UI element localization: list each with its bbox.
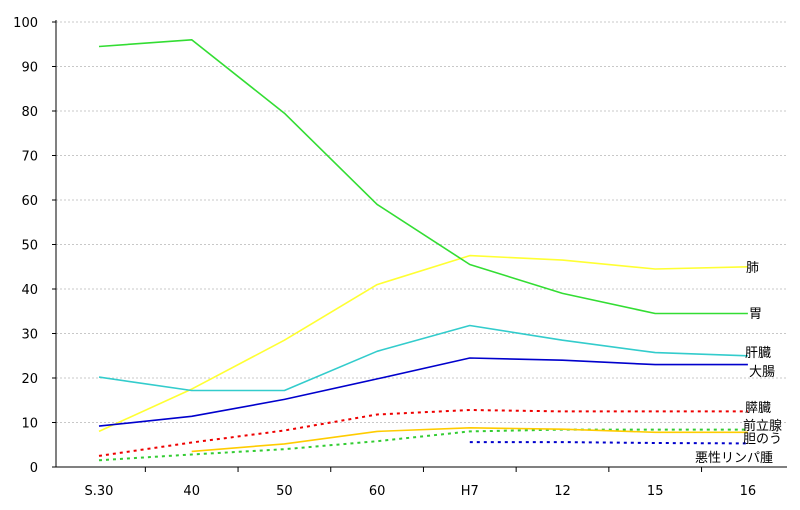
y-tick-label: 70 bbox=[21, 150, 38, 165]
x-tick-label: 16 bbox=[740, 484, 757, 499]
x-tick-label: 15 bbox=[647, 484, 664, 499]
series-line bbox=[98, 409, 748, 457]
series-line bbox=[98, 324, 748, 392]
x-tick-label: H7 bbox=[461, 484, 479, 499]
series-line bbox=[98, 428, 748, 462]
x-tick-label: 50 bbox=[276, 484, 293, 499]
y-tick-label: 30 bbox=[21, 328, 38, 343]
series-line bbox=[98, 254, 748, 433]
y-tick-labels: 0 10 20 30 40 50 60 70 80 90 100 bbox=[13, 16, 38, 476]
series-line bbox=[98, 357, 748, 427]
series-line bbox=[191, 427, 748, 453]
x-tick-labels: S.30 40 50 60 H7 12 15 16 bbox=[85, 484, 757, 499]
gridlines bbox=[56, 21, 787, 423]
series-label: 前立腺 bbox=[743, 418, 782, 434]
y-tick-label: 60 bbox=[21, 194, 38, 209]
y-tick-label: 50 bbox=[21, 239, 38, 254]
x-tick-label: S.30 bbox=[85, 484, 114, 499]
series-line bbox=[98, 39, 748, 315]
x-tick-label: 40 bbox=[183, 484, 200, 499]
y-tick-label: 0 bbox=[30, 461, 38, 476]
series-label: 大腸 bbox=[749, 365, 775, 380]
series-lines bbox=[98, 39, 748, 462]
y-tick-label: 10 bbox=[21, 417, 38, 432]
x-tick-label: 60 bbox=[369, 484, 386, 499]
series-label: 膵臓 bbox=[745, 401, 771, 416]
y-tick-label: 40 bbox=[21, 283, 38, 298]
series-line bbox=[469, 441, 748, 445]
axes bbox=[52, 20, 787, 472]
x-tick-label: 12 bbox=[554, 484, 571, 499]
series-label: 胃 bbox=[749, 307, 762, 322]
y-tick-label: 20 bbox=[21, 372, 38, 387]
y-tick-label: 100 bbox=[13, 16, 38, 31]
series-label: 肺 bbox=[746, 261, 759, 276]
series-label: 胆のう bbox=[743, 432, 782, 447]
y-tick-label: 80 bbox=[21, 105, 38, 120]
series-label: 肝臓 bbox=[745, 346, 771, 361]
y-tick-label: 90 bbox=[21, 61, 38, 76]
series-label: 悪性リンパ腫 bbox=[695, 450, 773, 466]
